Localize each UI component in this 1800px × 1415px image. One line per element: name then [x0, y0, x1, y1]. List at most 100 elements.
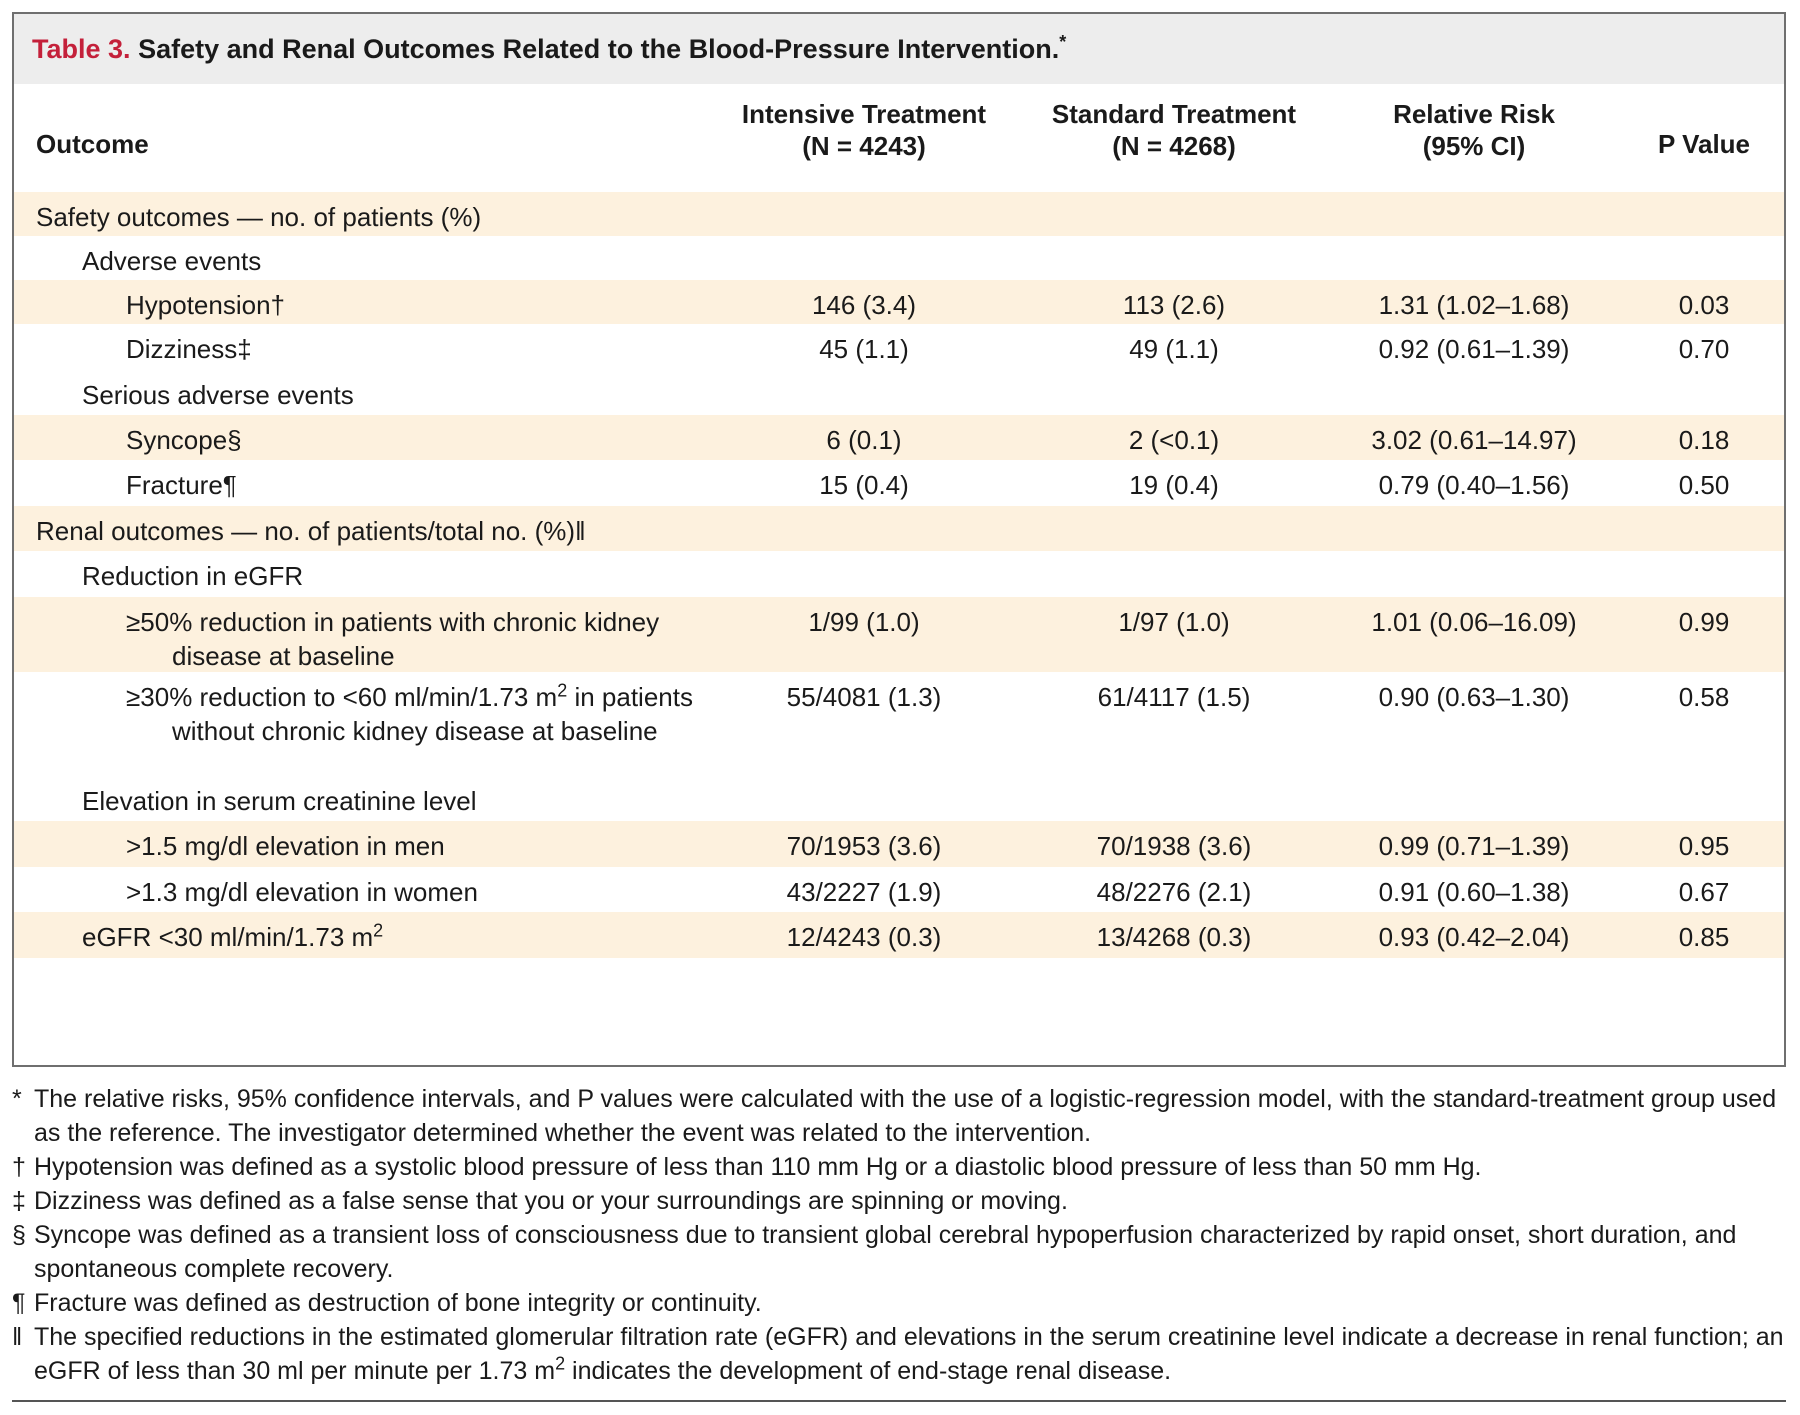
table-row: Hypotension† 146 (3.4) 113 (2.6) 1.31 (1…	[14, 280, 1784, 324]
footnote: ¶ Fracture was defined as destruction of…	[12, 1286, 1786, 1320]
header-intensive: Intensive Treatment (N = 4243)	[704, 98, 1024, 162]
header-outcome: Outcome	[36, 129, 149, 159]
footnote: § Syncope was defined as a transient los…	[12, 1218, 1786, 1286]
row-label-text-cont: in patients without chronic kidney disea…	[172, 682, 693, 746]
footnote-text: Hypotension was defined as a systolic bl…	[34, 1153, 1482, 1181]
cell-standard: 48/2276 (2.1)	[1096, 877, 1252, 907]
cell-standard: 2 (<0.1)	[1128, 425, 1220, 455]
cell-relative-risk: 0.92 (0.61–1.39)	[1378, 334, 1570, 364]
row-label-text: eGFR <30 ml/min/1.73 m	[82, 922, 374, 952]
cell-relative-risk: 0.91 (0.60–1.38)	[1378, 877, 1570, 907]
footnote-symbol: ¶	[12, 1289, 26, 1317]
bottom-rule	[12, 1400, 1786, 1402]
cell-relative-risk: 0.90 (0.63–1.30)	[1378, 682, 1570, 712]
table-row: Reduction in eGFR	[14, 551, 1784, 597]
table-row: Elevation in serum creatinine level	[14, 776, 1784, 821]
footnote-symbol: †	[12, 1153, 26, 1181]
cell-intensive: 43/2227 (1.9)	[786, 877, 942, 907]
footnote-symbol: ‖	[12, 1323, 23, 1351]
row-label: ≥30% reduction to <60 ml/min/1.73 m2 in …	[126, 680, 752, 748]
footnote-text: Dizziness was defined as a false sense t…	[34, 1187, 1068, 1215]
row-label: Fracture¶	[126, 470, 237, 500]
row-label: Syncope§	[126, 425, 242, 455]
table-row: Syncope§ 6 (0.1) 2 (<0.1) 3.02 (0.61–14.…	[14, 415, 1784, 460]
cell-standard: 49 (1.1)	[1129, 334, 1219, 364]
row-label: >1.3 mg/dl elevation in women	[126, 877, 478, 907]
table-body: Safety outcomes — no. of patients (%) Ad…	[14, 192, 1784, 958]
header-standard-line2: (N = 4268)	[1112, 131, 1236, 161]
cell-p-value: 0.18	[1678, 425, 1730, 455]
header-standard-line1: Standard Treatment	[1051, 99, 1297, 129]
row-label: Renal outcomes — no. of patients/total n…	[36, 516, 586, 546]
cell-standard: 1/97 (1.0)	[1118, 607, 1230, 637]
footnote-symbol: *	[12, 1085, 22, 1113]
footnote-symbol: §	[12, 1221, 26, 1249]
cell-p-value: 0.70	[1678, 334, 1730, 364]
cell-intensive: 146 (3.4)	[811, 290, 917, 320]
cell-p-value: 0.67	[1678, 877, 1730, 907]
row-label: eGFR <30 ml/min/1.73 m2	[82, 920, 383, 954]
footnote-text: Fracture was defined as destruction of b…	[34, 1289, 762, 1317]
row-label: >1.5 mg/dl elevation in men	[126, 831, 445, 861]
cell-p-value: 0.03	[1678, 290, 1730, 320]
footnote-text-part: The specified reductions in the estimate…	[34, 1323, 1784, 1385]
row-label: Serious adverse events	[82, 380, 354, 410]
cell-intensive: 70/1953 (3.6)	[786, 831, 942, 861]
footnote: † Hypotension was defined as a systolic …	[12, 1150, 1786, 1184]
cell-relative-risk: 3.02 (0.61–14.97)	[1371, 425, 1577, 455]
row-label: Safety outcomes — no. of patients (%)	[36, 202, 482, 232]
table-title-bar: Table 3. Safety and Renal Outcomes Relat…	[14, 14, 1784, 86]
row-label-text: ≥30% reduction to <60 ml/min/1.73 m	[126, 682, 558, 712]
cell-relative-risk: 0.93 (0.42–2.04)	[1378, 922, 1570, 952]
header-intensive-line2: (N = 4243)	[802, 131, 926, 161]
cell-standard: 113 (2.6)	[1122, 290, 1226, 320]
table-title: Table 3. Safety and Renal Outcomes Relat…	[32, 32, 1067, 65]
footnotes: * The relative risks, 95% confidence int…	[12, 1082, 1786, 1388]
cell-relative-risk: 1.01 (0.06–16.09)	[1371, 607, 1577, 637]
cell-intensive: 45 (1.1)	[819, 334, 909, 364]
cell-p-value: 0.58	[1678, 682, 1730, 712]
header-relative-risk: Relative Risk (95% CI)	[1314, 98, 1634, 162]
table-title-marker: *	[1059, 32, 1067, 52]
footnote: ‡ Dizziness was defined as a false sense…	[12, 1184, 1786, 1218]
header-intensive-line1: Intensive Treatment	[741, 99, 987, 129]
cell-p-value: 0.85	[1678, 922, 1730, 952]
cell-intensive: 15 (0.4)	[819, 470, 909, 500]
cell-standard: 70/1938 (3.6)	[1096, 831, 1252, 861]
footnote-superscript: 2	[555, 1353, 566, 1374]
table-row: >1.5 mg/dl elevation in men 70/1953 (3.6…	[14, 821, 1784, 867]
header-rr-line1: Relative Risk	[1393, 99, 1555, 129]
cell-standard: 13/4268 (0.3)	[1096, 922, 1252, 952]
table-row: eGFR <30 ml/min/1.73 m2 12/4243 (0.3) 13…	[14, 912, 1784, 958]
footnote-text-part: indicates the development of end-stage r…	[565, 1357, 1172, 1385]
footnote-text: The relative risks, 95% confidence inter…	[34, 1085, 1777, 1147]
row-label-superscript: 2	[557, 680, 568, 701]
cell-p-value: 0.50	[1678, 470, 1730, 500]
header-standard: Standard Treatment (N = 4268)	[1014, 98, 1334, 162]
row-label: Dizziness‡	[126, 334, 252, 364]
row-label: Hypotension†	[126, 290, 285, 320]
cell-intensive: 12/4243 (0.3)	[786, 922, 942, 952]
cell-standard: 61/4117 (1.5)	[1097, 682, 1251, 712]
table-frame: Table 3. Safety and Renal Outcomes Relat…	[12, 12, 1786, 1067]
table-row: >1.3 mg/dl elevation in women 43/2227 (1…	[14, 867, 1784, 912]
table-row: Renal outcomes — no. of patients/total n…	[14, 506, 1784, 551]
row-label: Elevation in serum creatinine level	[82, 786, 477, 816]
row-label: Reduction in eGFR	[82, 561, 304, 591]
table-title-text: Safety and Renal Outcomes Related to the…	[138, 34, 1060, 64]
footnote-text: The specified reductions in the estimate…	[34, 1323, 1784, 1385]
footnote-symbol: ‡	[12, 1187, 26, 1215]
table-row: Safety outcomes — no. of patients (%)	[14, 192, 1784, 236]
footnote-text: Syncope was defined as a transient loss …	[34, 1221, 1737, 1283]
row-label: ≥50% reduction in patients with chronic …	[126, 607, 660, 671]
cell-p-value: 0.99	[1678, 607, 1730, 637]
cell-intensive: 1/99 (1.0)	[808, 607, 920, 637]
header-p-value: P Value	[1657, 129, 1751, 159]
row-label-superscript: 2	[373, 920, 384, 941]
table-row: ≥50% reduction in patients with chronic …	[14, 597, 1784, 672]
cell-relative-risk: 0.99 (0.71–1.39)	[1378, 831, 1570, 861]
cell-relative-risk: 1.31 (1.02–1.68)	[1378, 290, 1570, 320]
row-label: Adverse events	[82, 246, 262, 276]
cell-p-value: 0.95	[1678, 831, 1730, 861]
cell-intensive: 55/4081 (1.3)	[786, 682, 942, 712]
